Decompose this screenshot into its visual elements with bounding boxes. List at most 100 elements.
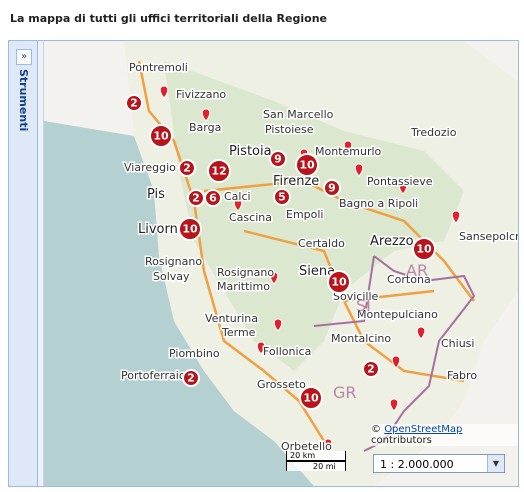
place-label: Pistoiese [265, 123, 314, 136]
place-label: Bagno a Ripoli [339, 197, 418, 210]
scale-select[interactable]: 1 : 2.000.000 ▼ [373, 454, 505, 473]
office-pin[interactable] [159, 85, 169, 99]
place-label: Terme [221, 326, 256, 339]
cluster-marker[interactable] [178, 217, 202, 241]
place-label: Pistoia [229, 144, 272, 159]
map-panel: » Strumenti Pontremoli Fivizzano Barga San … [8, 40, 519, 487]
place-label: Montalcino [331, 332, 391, 345]
place-label: Sansepolcro [459, 230, 518, 243]
cluster-marker[interactable] [362, 360, 380, 378]
cluster-count: 9 [274, 153, 282, 166]
cluster-marker[interactable] [182, 369, 200, 387]
place-label: Siena [299, 264, 335, 279]
place-label: Calci [224, 190, 251, 203]
dropdown-arrow[interactable]: ▼ [487, 455, 504, 472]
cluster-marker[interactable] [207, 159, 231, 183]
collapse-handle[interactable] [38, 41, 44, 486]
cluster-marker[interactable] [295, 153, 319, 177]
cluster-count: 10 [299, 159, 315, 172]
place-label: Venturina [205, 312, 258, 325]
office-pin[interactable] [354, 163, 364, 177]
place-label: Rosignano [217, 266, 274, 279]
cluster-count: 2 [192, 192, 200, 205]
page-title: La mappa di tutti gli uffici territorial… [10, 12, 327, 25]
cluster-marker[interactable] [269, 150, 287, 168]
cluster-marker[interactable] [125, 94, 143, 112]
office-pin[interactable] [256, 341, 266, 355]
place-label: Tredozio [410, 126, 457, 139]
scale-km: 20 km [286, 451, 346, 461]
cluster-marker[interactable] [323, 179, 341, 197]
cluster-count: 6 [209, 192, 217, 205]
place-label: Cortona [387, 273, 431, 286]
place-label: Pis [147, 187, 165, 202]
cluster-marker[interactable] [273, 188, 291, 206]
office-pin[interactable] [398, 181, 408, 195]
office-pin[interactable] [343, 140, 353, 154]
office-pin[interactable] [201, 108, 211, 122]
place-label: Orbetello [281, 440, 332, 453]
place-label: Piombino [169, 347, 220, 360]
office-pin[interactable] [323, 438, 333, 452]
cluster-count: 2 [183, 162, 191, 175]
sidebar-label[interactable]: Strumenti [17, 69, 30, 132]
cluster-marker[interactable] [299, 386, 323, 410]
attribution-suffix: contributors [371, 435, 432, 446]
office-pin[interactable] [416, 326, 426, 340]
cluster-count: 12 [211, 165, 226, 178]
place-label: Grosseto [257, 378, 306, 391]
office-pin[interactable] [273, 318, 283, 332]
roads [137, 60, 475, 442]
office-pin[interactable] [269, 271, 279, 285]
place-label: San Marcello [263, 108, 334, 121]
office-pin[interactable] [451, 210, 461, 224]
attribution-prefix: © [371, 424, 381, 435]
place-label: Firenze [273, 174, 319, 189]
cluster-count: 2 [367, 363, 375, 376]
cluster-count: 10 [331, 276, 347, 289]
cluster-count: 10 [303, 392, 319, 405]
place-label: Pontassieve [367, 175, 433, 188]
place-label: Marittimo [217, 280, 270, 293]
cluster-marker[interactable] [204, 189, 222, 207]
place-label: Livorno [138, 222, 186, 237]
place-label: Viareggio [124, 161, 176, 174]
labels: Pontremoli Fivizzano Barga San Marcello Pist… [120, 60, 519, 455]
place-label: Pontremoli [129, 61, 188, 74]
cluster-marker[interactable] [149, 124, 173, 148]
office-pin[interactable] [391, 355, 401, 369]
place-label: Fabro [447, 369, 477, 382]
place-label: Empoli [286, 208, 324, 221]
province-label: SI [356, 296, 371, 315]
office-pin[interactable] [233, 198, 243, 212]
place-label: Follonica [263, 345, 311, 358]
scale-select-value: 1 : 2.000.000 [380, 458, 454, 471]
place-label: Certaldo [298, 237, 345, 250]
cluster-count: 5 [278, 191, 286, 204]
cluster-count: 9 [328, 182, 336, 195]
place-label: Solvay [153, 270, 190, 283]
office-pin[interactable] [389, 398, 399, 412]
cluster-count: 10 [153, 130, 169, 143]
map[interactable]: Pontremoli Fivizzano Barga San Marcello Pist… [44, 41, 518, 486]
attribution: © OpenStreetMap contributors [371, 424, 518, 446]
place-label: Rosignano [145, 255, 202, 268]
place-label: Cascina [229, 211, 272, 224]
cluster-count: 2 [130, 97, 138, 110]
osm-link[interactable]: OpenStreetMap [384, 424, 463, 435]
expand-button[interactable]: » [16, 49, 32, 65]
cluster-marker[interactable] [178, 159, 196, 177]
sea [44, 121, 314, 486]
province-label: AR [406, 261, 428, 280]
place-label: Chiusi [441, 337, 474, 350]
scale-bar: 20 km 20 mi [286, 451, 346, 471]
place-label: Arezzo [370, 234, 414, 249]
place-label: Portoferraio [121, 369, 186, 382]
forest [164, 61, 464, 371]
place-label: Montemurlo [315, 145, 382, 158]
cluster-marker[interactable] [412, 237, 436, 261]
place-label: Fivizzano [176, 88, 226, 101]
cluster-count: 10 [416, 243, 432, 256]
place-label: Barga [189, 121, 221, 134]
cluster-marker[interactable] [327, 270, 351, 294]
